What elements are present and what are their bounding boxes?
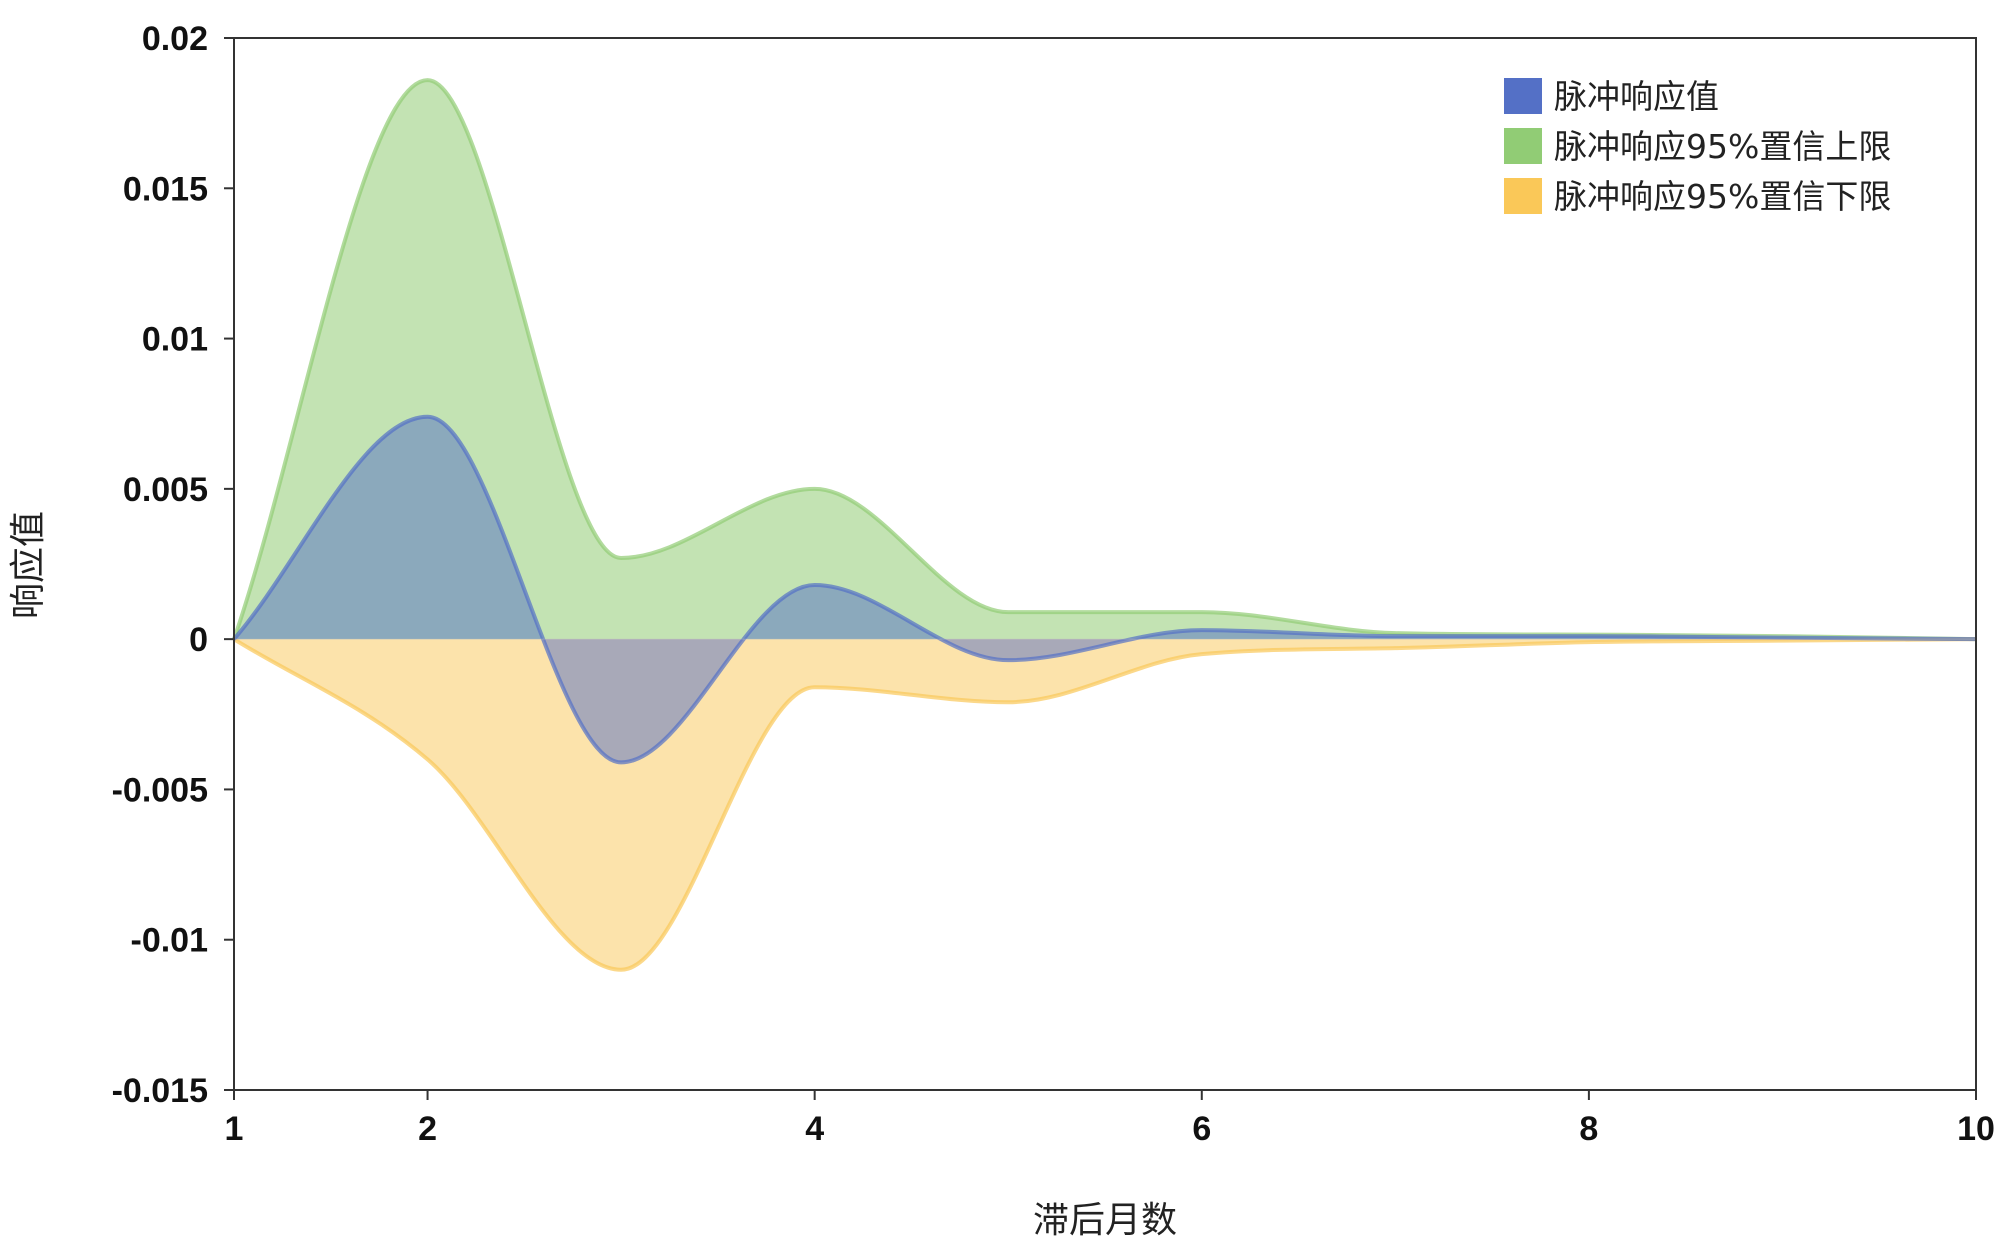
series-0 xyxy=(232,414,1977,765)
series-area xyxy=(234,639,1976,970)
x-axis-title: 滞后月数 xyxy=(1033,1200,1177,1241)
x-tick-label: 1 xyxy=(225,1110,244,1148)
plot-areas xyxy=(232,78,1977,972)
legend-swatch xyxy=(1504,78,1542,114)
plot-frame xyxy=(233,37,1977,1091)
y-tick-label: -0.01 xyxy=(131,922,209,960)
x-axis-ticks: 1 2 4 6 8 10 xyxy=(225,1090,1995,1148)
x-tick-label: 2 xyxy=(418,1110,437,1148)
axes xyxy=(233,37,1977,1091)
y-tick-label: -0.015 xyxy=(112,1072,208,1110)
x-tick-label: 4 xyxy=(805,1110,824,1148)
y-tick-label: 0.02 xyxy=(142,20,208,58)
legend-label: 脉冲响应值 xyxy=(1554,77,1719,116)
legend-swatch xyxy=(1504,128,1542,164)
x-tick-label: 8 xyxy=(1579,1110,1598,1148)
y-tick-label: -0.005 xyxy=(112,771,208,809)
legend-label: 脉冲响应95%置信上限 xyxy=(1554,127,1891,166)
y-axis-ticks: 0.02 0.015 0.01 0.005 0 -0.005 -0.01 -0.015 xyxy=(112,20,234,1110)
y-tick-label: 0.015 xyxy=(123,170,208,208)
series-2 xyxy=(232,637,1977,972)
series-line xyxy=(232,414,1977,765)
x-tick-label: 10 xyxy=(1957,1110,1995,1148)
x-tick-label: 6 xyxy=(1192,1110,1211,1148)
legend-label: 脉冲响应95%置信下限 xyxy=(1554,177,1891,216)
y-tick-label: 0 xyxy=(189,621,208,659)
legend-item: 脉冲响应95%置信下限 xyxy=(1504,177,1891,216)
series-line xyxy=(232,637,1977,972)
legend-item: 脉冲响应95%置信上限 xyxy=(1504,127,1891,166)
y-axis-title: 响应值 xyxy=(8,511,49,619)
legend-swatch xyxy=(1504,178,1542,214)
series-area xyxy=(234,416,1976,763)
y-tick-label: 0.005 xyxy=(123,471,208,509)
y-tick-label: 0.01 xyxy=(142,321,208,359)
legend-item: 脉冲响应值 xyxy=(1504,77,1719,116)
